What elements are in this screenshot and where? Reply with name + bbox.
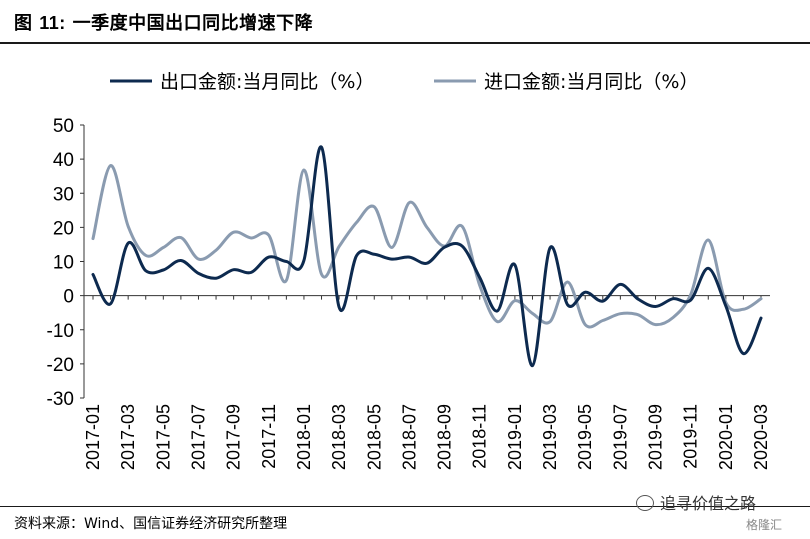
title-bar: 图 11: 一季度中国出口同比增速下降 xyxy=(0,0,810,44)
watermark: 追寻价值之路 xyxy=(636,490,756,514)
figure-label: 图 xyxy=(14,13,33,34)
legend-label-import: 进口金额:当月同比（%） xyxy=(484,71,698,93)
figure-title-text: 一季度中国出口同比增速下降 xyxy=(72,13,314,34)
x-tick-label: 2017-01 xyxy=(83,404,103,470)
y-tick-label: 10 xyxy=(53,253,74,274)
x-tick-label: 2017-11 xyxy=(259,404,279,469)
y-tick-label: 40 xyxy=(53,150,74,171)
y-tick-label: -20 xyxy=(47,355,74,376)
y-tick-label: 50 xyxy=(53,116,74,137)
x-tick-label: 2019-11 xyxy=(681,404,701,469)
figure-title: 图 11: 一季度中国出口同比增速下降 xyxy=(14,9,313,35)
source-divider xyxy=(0,506,810,507)
x-tick-label: 2018-07 xyxy=(399,404,419,470)
x-tick-label: 2019-07 xyxy=(610,404,630,470)
x-tick-label: 2019-05 xyxy=(575,404,595,470)
y-tick-label: -10 xyxy=(47,321,74,342)
x-tick-label: 2019-03 xyxy=(540,404,560,470)
x-tick-label: 2019-01 xyxy=(505,404,525,470)
x-tick-label: 2017-09 xyxy=(224,404,244,470)
x-tick-label: 2020-03 xyxy=(751,404,771,470)
x-tick-label: 2017-05 xyxy=(153,404,173,470)
series-line-export xyxy=(91,145,763,368)
x-tick-label: 2018-05 xyxy=(364,404,384,470)
x-tick-label: 2017-03 xyxy=(118,404,138,470)
y-tick-label: 30 xyxy=(53,184,74,205)
x-tick-label: 2018-11 xyxy=(470,404,490,469)
x-tick-label: 2018-03 xyxy=(329,404,349,470)
watermark-text: 追寻价值之路 xyxy=(660,494,757,513)
series-line-import xyxy=(91,164,763,329)
watermark-small: 格隆汇 xyxy=(746,518,783,532)
legend-label-export: 出口金额:当月同比（%） xyxy=(160,71,374,93)
x-tick-label: 2018-01 xyxy=(294,404,314,470)
x-tick-label: 2019-09 xyxy=(646,404,666,470)
x-tick-label: 2018-09 xyxy=(435,404,455,470)
wechat-icon xyxy=(636,495,654,511)
source-note: 资料来源：Wind、国信证券经济研究所整理 xyxy=(14,516,288,532)
figure-number: 11: xyxy=(39,13,66,33)
y-tick-label: 0 xyxy=(63,287,74,308)
y-tick-label: -30 xyxy=(47,389,74,410)
x-tick-label: 2020-01 xyxy=(716,404,736,470)
x-tick-label: 2017-07 xyxy=(188,404,208,470)
y-tick-label: 20 xyxy=(53,218,74,239)
